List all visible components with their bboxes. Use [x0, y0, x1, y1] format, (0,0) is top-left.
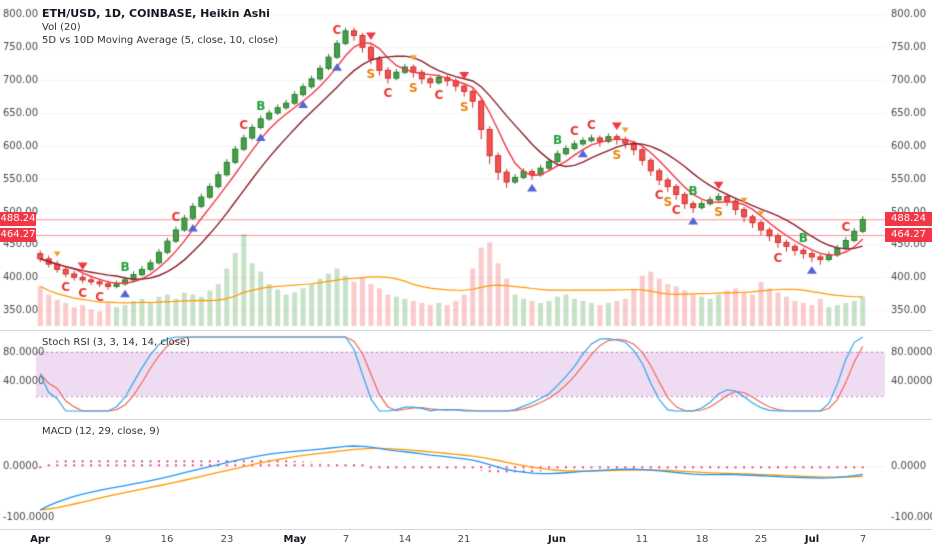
time-tick-label: 9	[104, 534, 112, 545]
time-tick-label: 21	[457, 534, 471, 545]
macd-pane-canvas[interactable]	[0, 420, 932, 529]
time-tick-label: Apr	[30, 534, 50, 545]
last-price-badge-right-1: 464.27	[885, 228, 932, 242]
time-tick-label: 25	[754, 534, 768, 545]
time-tick-label: Jun	[548, 534, 566, 545]
time-tick-label: 7	[342, 534, 350, 545]
time-tick-label: 23	[220, 534, 234, 545]
time-tick-label: 18	[695, 534, 709, 545]
stoch-rsi-pane-canvas[interactable]	[0, 331, 932, 419]
time-tick-label: Jul	[804, 534, 820, 545]
last-price-badge-right-0: 488.24	[885, 212, 932, 226]
time-tick-label: 7	[859, 534, 867, 545]
pane-separator[interactable]	[0, 330, 932, 331]
last-price-badge-left-1: 464.27	[0, 228, 36, 242]
time-tick-label: 16	[160, 534, 174, 545]
time-tick-label: 11	[635, 534, 649, 545]
last-price-badge-left-0: 488.24	[0, 212, 36, 226]
price-pane-canvas[interactable]	[0, 0, 932, 330]
time-tick-label: 14	[398, 534, 412, 545]
time-axis[interactable]: Apr 9 16 23 May 7 14 21 Jun 11 18 25 Jul 7	[0, 529, 932, 550]
time-tick-label: May	[283, 534, 307, 545]
pane-separator[interactable]	[0, 419, 932, 420]
